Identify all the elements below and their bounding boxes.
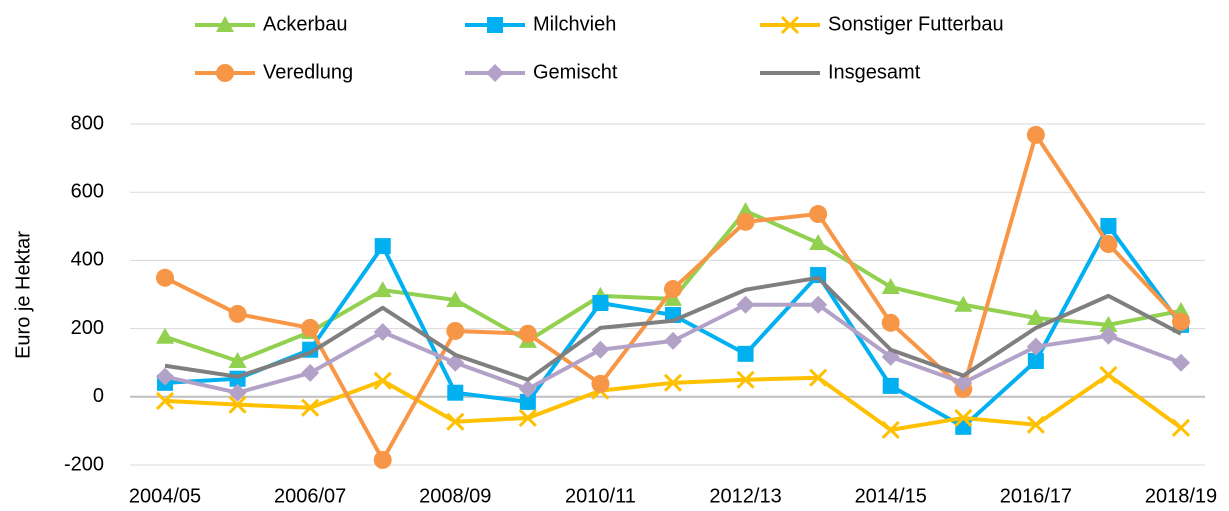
marker xyxy=(1100,217,1117,234)
legend-label: Sonstiger Futterbau xyxy=(828,13,1004,35)
y-tick-label: 600 xyxy=(71,180,104,202)
marker xyxy=(228,395,247,414)
marker xyxy=(736,201,755,218)
series-line xyxy=(164,275,1182,382)
marker xyxy=(882,377,899,394)
marker xyxy=(373,281,392,298)
marker xyxy=(156,367,174,386)
marker xyxy=(216,64,234,82)
legend-label: Ackerbau xyxy=(263,13,348,35)
marker xyxy=(663,373,683,392)
marker xyxy=(301,363,320,382)
marker xyxy=(301,318,320,337)
x-tick-label: 2016/17 xyxy=(1000,485,1072,507)
marker xyxy=(591,340,610,359)
marker xyxy=(446,321,465,340)
marker xyxy=(737,345,754,362)
marker xyxy=(1172,301,1190,318)
x-tick-label: 2018/19 xyxy=(1145,485,1217,507)
marker xyxy=(486,64,504,82)
y-tick-label: 400 xyxy=(71,249,104,271)
marker xyxy=(592,295,609,312)
marker xyxy=(664,280,682,299)
marker xyxy=(1099,326,1118,345)
marker xyxy=(1026,309,1045,326)
marker xyxy=(809,295,828,314)
marker xyxy=(881,420,900,439)
marker xyxy=(156,327,174,344)
legend-label: Insgesamt xyxy=(828,61,921,83)
legend-item: Veredlung xyxy=(195,61,353,83)
y-tick-label: -200 xyxy=(64,453,104,475)
marker xyxy=(1026,125,1045,144)
marker xyxy=(487,17,503,33)
legend-label: Gemischt xyxy=(533,61,618,83)
marker xyxy=(228,383,247,402)
marker xyxy=(881,313,900,332)
marker xyxy=(780,15,800,35)
marker xyxy=(955,418,972,435)
marker xyxy=(736,295,755,314)
marker xyxy=(373,450,392,469)
legend-item: Insgesamt xyxy=(760,61,921,83)
marker xyxy=(446,412,465,431)
x-tick-label: 2008/09 xyxy=(419,485,491,507)
x-tick-label: 2014/15 xyxy=(855,485,927,507)
marker xyxy=(809,368,828,387)
marker xyxy=(518,379,537,398)
marker xyxy=(228,351,247,368)
marker xyxy=(591,374,610,393)
marker xyxy=(664,331,682,350)
x-tick-label: 2006/07 xyxy=(274,485,346,507)
marker xyxy=(954,295,973,312)
marker xyxy=(1099,315,1118,332)
marker xyxy=(447,384,464,401)
marker xyxy=(1026,337,1045,356)
marker xyxy=(809,205,828,224)
marker xyxy=(881,277,900,294)
x-tick-label: 2012/13 xyxy=(709,485,781,507)
marker xyxy=(954,408,973,428)
legend-item: Gemischt xyxy=(465,61,618,83)
marker xyxy=(1027,352,1044,369)
marker xyxy=(1099,365,1118,385)
marker xyxy=(374,238,391,255)
marker xyxy=(518,408,537,428)
marker xyxy=(373,371,392,390)
legend-label: Milchvieh xyxy=(533,13,616,35)
marker xyxy=(1099,235,1118,254)
y-tick-label: 200 xyxy=(71,317,104,339)
marker xyxy=(1172,353,1190,372)
legend-item: Sonstiger Futterbau xyxy=(760,13,1004,35)
marker xyxy=(155,391,175,410)
marker xyxy=(228,304,247,323)
marker xyxy=(446,290,465,307)
marker xyxy=(216,16,234,32)
x-tick-label: 2004/05 xyxy=(129,485,201,507)
marker xyxy=(156,268,174,287)
legend-item: Milchvieh xyxy=(465,13,616,35)
marker xyxy=(1172,312,1190,331)
marker xyxy=(1171,418,1191,437)
marker xyxy=(518,324,537,343)
marker xyxy=(301,398,320,417)
marker xyxy=(1026,415,1045,434)
marker xyxy=(809,234,828,251)
x-tick-label: 2010/11 xyxy=(565,485,636,507)
legend-label: Veredlung xyxy=(263,61,353,83)
marker xyxy=(954,373,973,392)
marker xyxy=(736,212,755,231)
y-tick-label: 800 xyxy=(71,112,104,134)
y-axis-label: Euro je Hektar xyxy=(12,231,34,359)
marker xyxy=(736,370,755,389)
marker xyxy=(519,393,536,410)
y-tick-label: 0 xyxy=(93,385,104,407)
legend-item: Ackerbau xyxy=(195,13,348,35)
marker xyxy=(373,323,392,342)
